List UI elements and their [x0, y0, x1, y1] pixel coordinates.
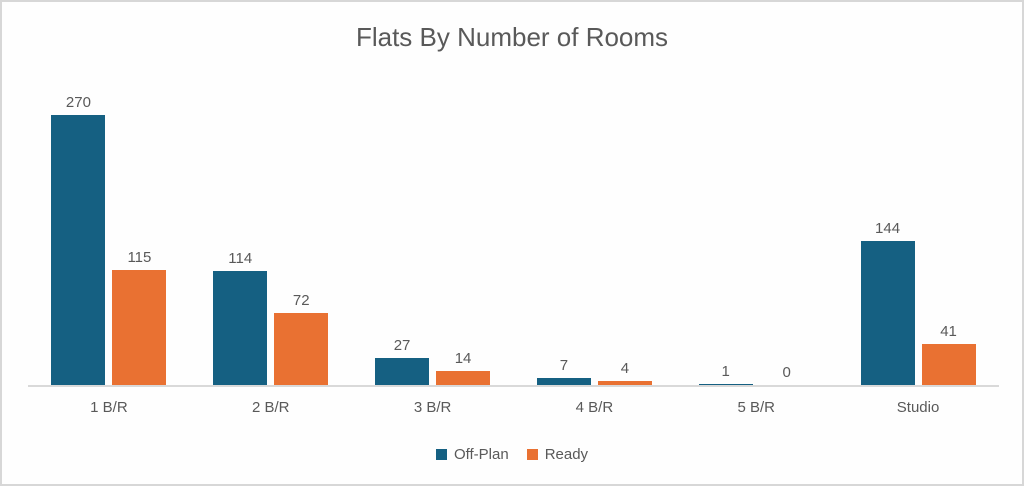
legend-swatch-icon	[435, 449, 447, 460]
data-label: 0	[782, 364, 791, 381]
category-label-studio: Studio	[896, 399, 940, 416]
data-label: 270	[65, 94, 91, 111]
plot-area: 270 115 114 72 27 14 7 4 1 0 144 41	[28, 85, 999, 385]
category-label-2-b-r: 2 B/R	[251, 399, 290, 416]
data-label: 4	[620, 360, 630, 377]
bar-group-3-b-r: 27 14	[352, 85, 514, 385]
bar-cell-ready-2-b-r: 72	[274, 85, 329, 385]
legend-label: Off-Plan	[453, 446, 509, 463]
bar[interactable]	[698, 384, 753, 385]
bar-group-studio: 144 41	[837, 85, 999, 385]
bar[interactable]	[436, 371, 491, 385]
data-label: 115	[127, 249, 152, 266]
legend-label: Ready	[544, 446, 589, 463]
bar-group-1-b-r: 270 115	[28, 85, 190, 385]
data-label: 41	[940, 323, 957, 340]
bar-cell-ready-3-b-r: 14	[436, 85, 491, 385]
data-label: 14	[454, 350, 472, 367]
legend: Off-Plan Ready	[2, 446, 1022, 463]
bar-cell-off-plan-1-b-r: 270	[51, 85, 106, 385]
bar[interactable]	[375, 358, 430, 385]
legend-item-ready[interactable]: Ready	[526, 446, 589, 463]
category-label-5-b-r: 5 B/R	[737, 399, 775, 416]
x-axis-labels: 1 B/R 2 B/R 3 B/R 4 B/R 5 B/R Studio	[28, 399, 999, 416]
bar[interactable]	[597, 381, 652, 385]
data-label: 114	[228, 250, 253, 267]
data-label: 1	[721, 363, 730, 380]
bar[interactable]	[213, 271, 268, 385]
legend-swatch-icon	[526, 449, 538, 460]
category-label-4-b-r: 4 B/R	[575, 399, 614, 416]
bar-group-2-b-r: 114 72	[190, 85, 352, 385]
bar[interactable]	[51, 115, 106, 385]
bar-cell-ready-1-b-r: 115	[112, 85, 167, 385]
bar[interactable]	[112, 270, 167, 385]
bar-cell-off-plan-5-b-r: 1	[698, 85, 753, 385]
data-label: 72	[292, 292, 310, 309]
bar-cell-off-plan-2-b-r: 114	[213, 85, 268, 385]
data-label: 144	[875, 220, 901, 237]
bar[interactable]	[536, 378, 591, 385]
data-label: 27	[393, 337, 411, 354]
bar-cell-ready-5-b-r: 0	[760, 85, 814, 385]
bar-cell-off-plan-4-b-r: 7	[536, 85, 591, 385]
category-label-1-b-r: 1 B/R	[90, 399, 128, 416]
bar-cell-off-plan-3-b-r: 27	[375, 85, 430, 385]
legend-item-off-plan[interactable]: Off-Plan	[435, 446, 509, 463]
bar-cell-off-plan-studio: 144	[860, 85, 915, 385]
data-label: 7	[559, 357, 569, 374]
bar[interactable]	[860, 241, 915, 385]
chart-title: Flats By Number of Rooms	[355, 22, 669, 52]
bar-cell-ready-studio: 41	[921, 85, 976, 385]
bar[interactable]	[274, 313, 329, 385]
x-axis-line	[28, 385, 999, 387]
bar-cell-ready-4-b-r: 4	[597, 85, 652, 385]
category-label-3-b-r: 3 B/R	[413, 399, 452, 416]
bar[interactable]	[921, 344, 976, 385]
